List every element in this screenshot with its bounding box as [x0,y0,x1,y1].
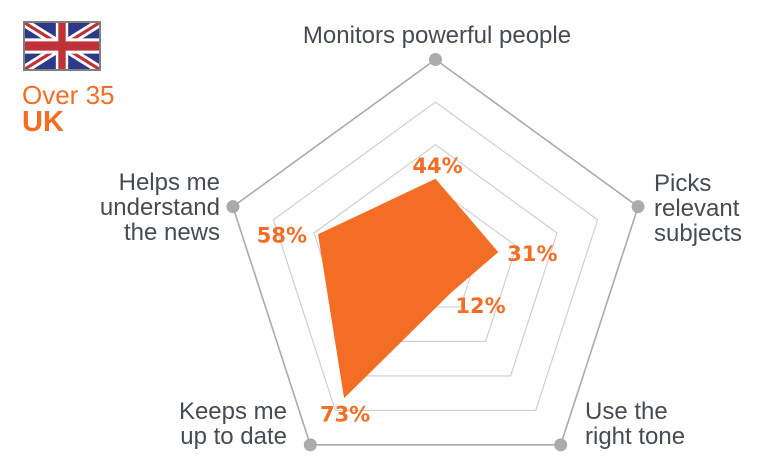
axis-label-monitors-powerful-people: Monitors powerful people [302,22,572,49]
radar-vertex-dot [631,200,645,214]
radar-outer-ring [231,58,640,446]
axis-label-helps-me-understand-the-news: Helps me understand the news [99,169,220,246]
group-label: Over 35 [22,80,115,110]
radar-grid-ring [313,144,558,377]
radar-vertex-dot [226,200,240,214]
region-label: UK [22,106,64,138]
radar-value-label: 73% [320,402,370,426]
radar-data-polygon [318,178,499,399]
radar-value-label: 44% [412,154,462,178]
radar-vertex-dot [303,438,317,452]
axis-label-picks-relevant-subjects: Picks relevant subjects [654,170,743,247]
radar-value-label: 31% [507,242,557,266]
uk-flag-image [25,23,99,69]
radar-vertex-dot [429,53,442,66]
radar-value-label: 12% [455,294,505,318]
axis-label-use-the-right-tone: Use the right tone [585,398,686,450]
axis-label-keeps-me-up-to-date: Keeps me up to date [178,398,287,450]
uk-flag [23,21,101,71]
radar-vertex-dot [554,438,568,452]
radar-value-label: 58% [257,223,307,247]
radar-grid-ring [272,101,599,411]
